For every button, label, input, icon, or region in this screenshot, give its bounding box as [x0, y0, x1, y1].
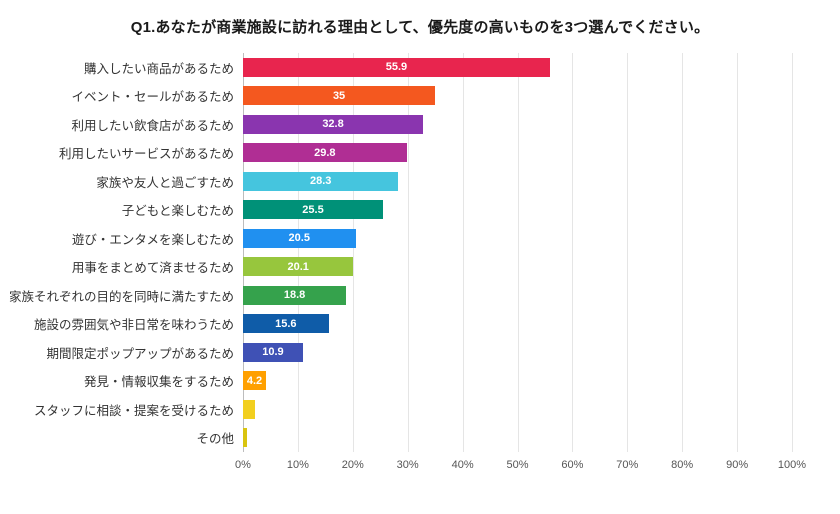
x-tick-label: 50%: [506, 459, 529, 471]
bars-area: 55.9 35 32.8 29.8 28.3 25.5 20.5 20.1 18.8 15.6 10…: [243, 53, 792, 452]
category-label: 家族それぞれの目的を同時に満たすため: [8, 289, 234, 304]
bar-row: 35: [243, 82, 792, 111]
bar-row: 20.5: [243, 224, 792, 253]
bar: 28.3: [243, 171, 399, 191]
bar-value-label: 55.9: [385, 61, 408, 74]
bar-row: 32.8: [243, 110, 792, 139]
bar: 15.6: [243, 314, 329, 334]
gridline: [407, 53, 409, 452]
category-label: 発見・情報収集をするため: [83, 375, 234, 390]
plot-area: 55.9 35 32.8 29.8 28.3 25.5 20.5 20.1 18.8 15.6 10…: [235, 53, 806, 478]
bar: 20.5: [243, 228, 356, 248]
category-label: 利用したい飲食店があるため: [71, 118, 234, 133]
bar: 18.8: [243, 285, 347, 305]
bar-chart: 購入したい商品があるためイベント・セールがあるため 利用したい飲食店があるため利用…: [6, 53, 806, 478]
x-tick-label: 70%: [616, 459, 639, 471]
bar: [243, 428, 247, 448]
bar-value-label: 4.2: [246, 374, 263, 387]
category-label: イベント・セールがあるため: [71, 90, 234, 105]
gridline: [517, 53, 519, 452]
bar-row: 29.8: [243, 139, 792, 168]
category-label: 利用したいサービスがあるため: [58, 147, 234, 162]
gridline: [792, 53, 793, 452]
category-label: 用事をまとめて済ませるため: [71, 261, 234, 276]
bar-row: 15.6: [243, 310, 792, 339]
category-labels-column: 購入したい商品があるためイベント・セールがあるため 利用したい飲食店があるため利用…: [6, 53, 243, 478]
gridline: [243, 53, 244, 452]
bar-value-label: 10.9: [262, 346, 284, 359]
x-tick-label: 0%: [235, 459, 251, 471]
bar-row: [243, 395, 792, 424]
bar: 29.8: [243, 143, 407, 163]
x-tick-label: 20%: [341, 459, 364, 471]
x-tick-label: 60%: [561, 459, 584, 471]
bar: 32.8: [243, 114, 424, 134]
chart-title: Q1.あなたが商業施設に訪れる理由として、優先度の高いものを3つ選んでください。: [130, 19, 710, 36]
bar-row: 28.3: [243, 167, 792, 196]
gridline: [737, 53, 739, 452]
gridline: [297, 53, 299, 452]
x-axis: 0% 10% 20% 30% 40% 50% 60% 70% 80% 90% 100%: [235, 452, 806, 478]
bar-row: 10.9: [243, 338, 792, 367]
x-tick-label: 100%: [777, 459, 807, 471]
category-label: その他: [196, 432, 234, 447]
bar-value-label: 18.8: [283, 289, 306, 302]
bar-value-label: 35: [332, 89, 346, 102]
bar-value-label: 25.5: [302, 203, 324, 216]
bar-row: [243, 424, 792, 453]
category-label: 購入したい商品があるため: [83, 61, 234, 76]
gridline: [627, 53, 629, 452]
bar-row: 20.1: [243, 253, 792, 282]
bar: 35: [243, 86, 436, 106]
bar-value-label: 29.8: [314, 146, 336, 159]
category-label: 家族や友人と過ごすため: [96, 175, 234, 190]
x-tick-label: 80%: [671, 459, 694, 471]
x-tick-label: 90%: [726, 459, 749, 471]
category-label: スタッフに相談・提案を受けるため: [33, 403, 234, 418]
category-label: 期間限定ポップアップがあるため: [46, 346, 234, 361]
gridline: [572, 53, 574, 452]
category-label: 子どもと楽しむため: [121, 204, 234, 219]
bar: 20.1: [243, 257, 354, 277]
bar: 10.9: [243, 342, 303, 362]
gridline: [352, 53, 354, 452]
bar: [243, 399, 255, 419]
category-label: 遊び・エンタメを楽しむため: [71, 232, 234, 247]
bar-row: 18.8: [243, 281, 792, 310]
bar-value-label: 28.3: [309, 175, 332, 188]
bar-row: 4.2: [243, 367, 792, 396]
bar-row: 55.9: [243, 53, 792, 82]
gridline: [682, 53, 684, 452]
bar-value-label: 32.8: [322, 118, 344, 131]
x-tick-label: 30%: [396, 459, 419, 471]
bar: 55.9: [243, 57, 550, 77]
bar-row: 25.5: [243, 196, 792, 225]
grid-area: 55.9 35 32.8 29.8 28.3 25.5 20.5 20.1 18.8 15.6 10…: [243, 53, 793, 452]
bar: 4.2: [243, 371, 267, 391]
x-tick-label: 10%: [286, 459, 309, 471]
bar-value-label: 15.6: [275, 317, 297, 330]
x-tick-label: 40%: [451, 459, 474, 471]
gridline: [462, 53, 464, 452]
bar-value-label: 20.5: [288, 232, 310, 245]
bar-value-label: 20.1: [287, 260, 309, 273]
bar: 25.5: [243, 200, 383, 220]
category-label: 施設の雰囲気や非日常を味わうため: [33, 318, 234, 333]
